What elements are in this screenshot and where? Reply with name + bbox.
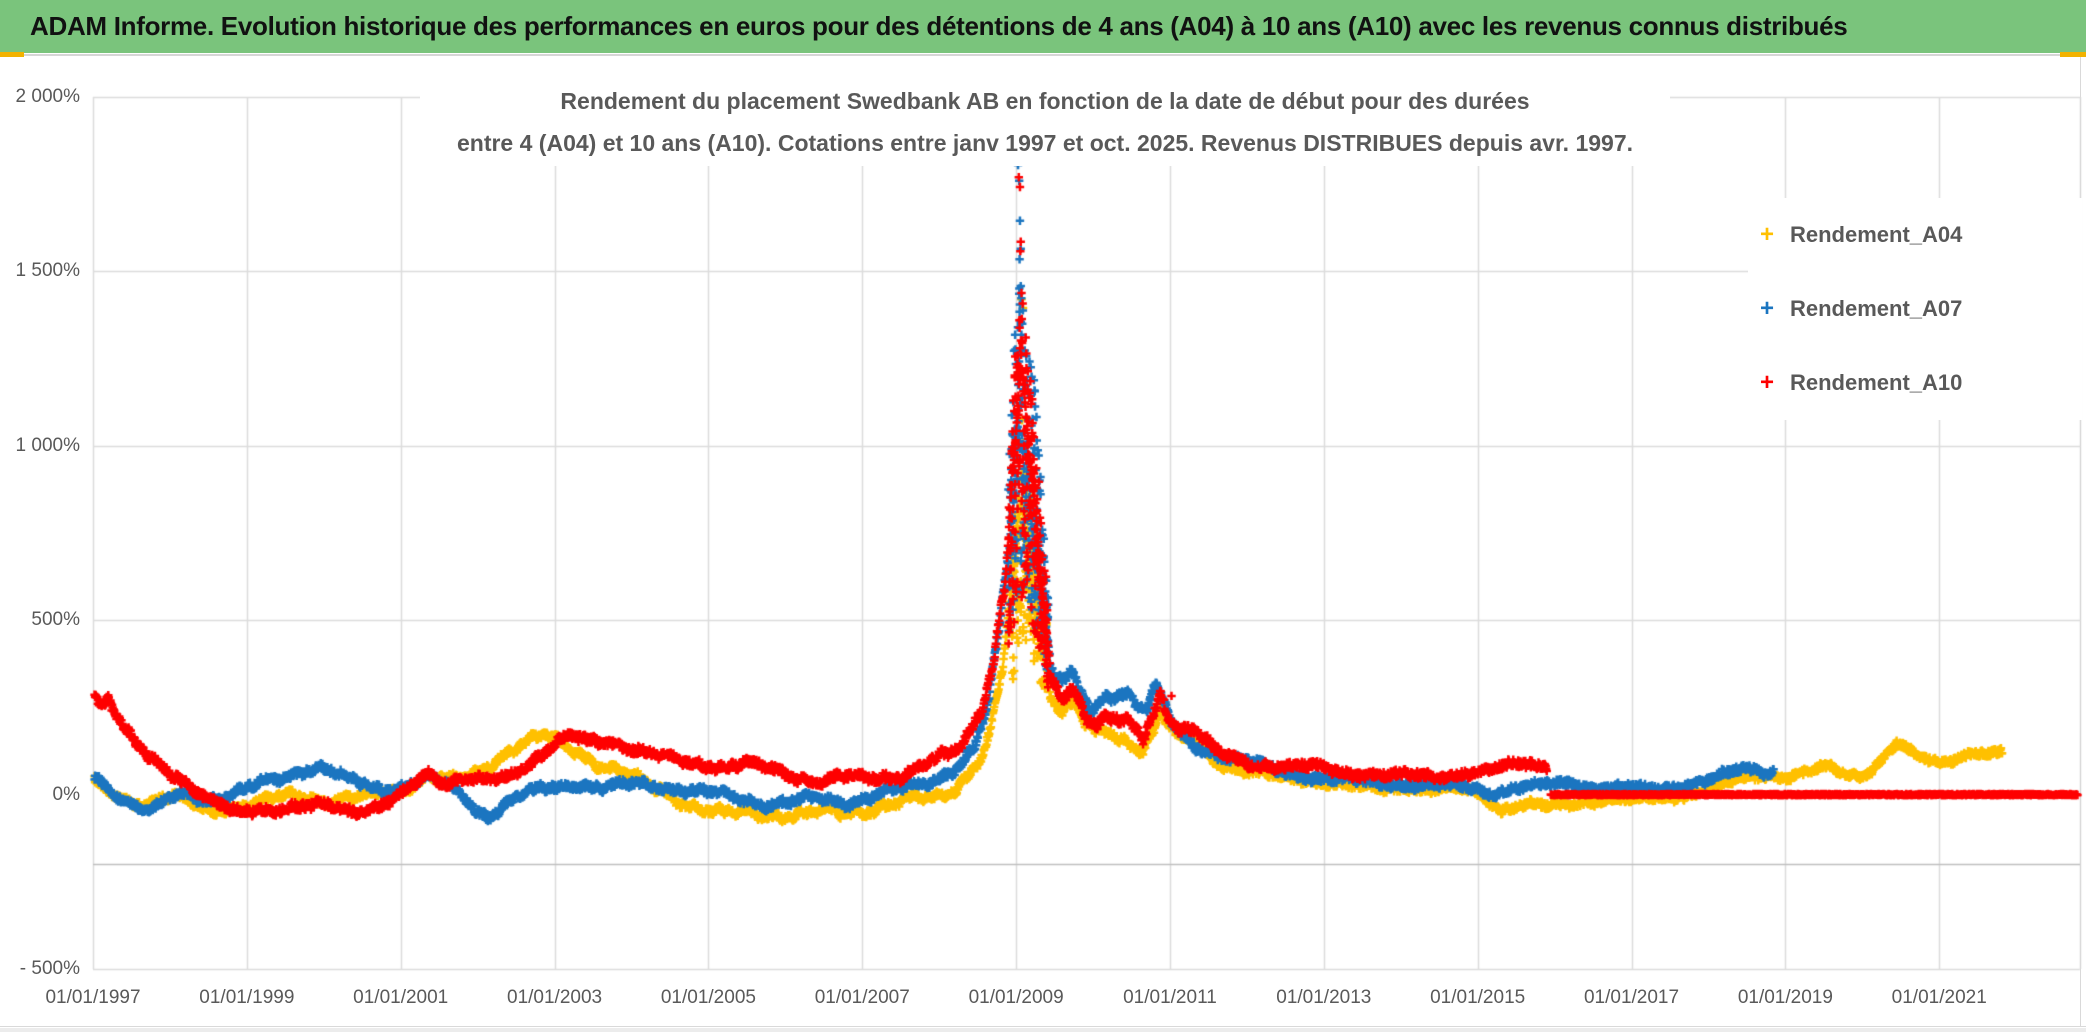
x-tick-label: 01/01/2021: [1891, 987, 1987, 1008]
x-tick-label: 01/01/1997: [45, 987, 141, 1008]
legend-label: Rendement_A07: [1790, 296, 1963, 321]
y-tick-label: 1 000%: [15, 434, 80, 456]
y-tick-label: 0%: [52, 783, 80, 805]
x-tick-label: 01/01/2019: [1737, 987, 1833, 1008]
x-tick-label: 01/01/2009: [968, 987, 1064, 1008]
y-tick-label: - 500%: [19, 958, 80, 979]
x-tick-label: 01/01/2013: [1276, 987, 1372, 1008]
y-tick-label: 1 500%: [15, 260, 80, 282]
x-tick-label: 01/01/2005: [660, 987, 756, 1008]
plus-marker-icon: +: [1759, 369, 1774, 396]
chart-legend[interactable]: + Rendement_A04 + Rendement_A07 + Rendement_A…: [1748, 198, 2082, 420]
legend-label: Rendement_A04: [1790, 222, 1963, 247]
x-tick-label: 01/01/2015: [1430, 987, 1526, 1008]
legend-item-rendement_a07[interactable]: + Rendement_A07: [1756, 296, 2082, 322]
y-tick-label: 2 000%: [15, 86, 80, 107]
plus-marker-icon: +: [1759, 221, 1774, 248]
chart-title-line1: Rendement du placement Swedbank AB en fo…: [560, 88, 1530, 114]
x-tick-label: 01/01/2017: [1583, 987, 1680, 1008]
plus-marker-icon: +: [1759, 295, 1774, 322]
x-tick-label: 01/01/2007: [814, 987, 910, 1008]
y-tick-label: 500%: [31, 609, 80, 631]
legend-label: Rendement_A10: [1790, 370, 1963, 395]
x-tick-label: 01/01/2003: [507, 987, 603, 1008]
x-tick-label: 01/01/2001: [353, 987, 449, 1008]
x-tick-label: 01/01/1999: [199, 987, 295, 1008]
x-tick-label: 01/01/2011: [1123, 987, 1217, 1008]
chart-title-line2: entre 4 (A04) et 10 ans (A10). Cotations…: [456, 130, 1633, 156]
legend-item-rendement_a10[interactable]: + Rendement_A10: [1756, 370, 2082, 396]
chart-title: Rendement du placement Swedbank AB en fo…: [420, 78, 1670, 166]
legend-item-rendement_a04[interactable]: + Rendement_A04: [1756, 222, 2082, 248]
